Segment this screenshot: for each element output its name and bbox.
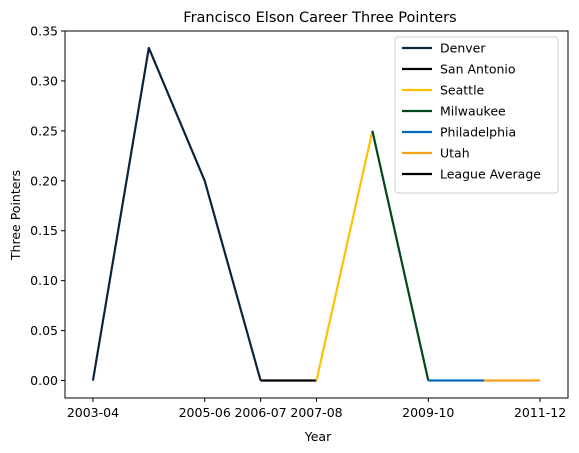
y-tick-label: 0.25	[30, 123, 58, 138]
y-tick-label: 0.15	[30, 223, 58, 238]
y-axis-label: Three Pointers	[8, 170, 23, 261]
x-tick-label: 2006-07	[234, 405, 286, 420]
x-axis-label: Year	[304, 429, 332, 444]
chart-title: Francisco Elson Career Three Pointers	[183, 10, 456, 26]
x-tick-label: 2005-06	[179, 405, 231, 420]
legend-box	[394, 36, 559, 194]
series-line-denver	[91, 46, 262, 381]
legend-label-philadelphia: Philadelphia	[440, 125, 516, 140]
legend-label-utah: Utah	[440, 146, 470, 161]
plot-area: 0.00 0.05 0.10 0.15 0.20 0.25 0.30 0.35 2003-04 2…	[30, 24, 569, 420]
series-line-milwaukee	[371, 130, 430, 381]
legend: Denver San Antonio Seattle Milwaukee Philade…	[394, 36, 559, 194]
x-tick-label: 2011-12	[514, 405, 566, 420]
legend-label-san-antonio: San Antonio	[440, 62, 516, 77]
series-line-seattle	[315, 130, 374, 381]
legend-label-denver: Denver	[440, 41, 486, 56]
y-tick-label: 0.30	[30, 73, 58, 88]
x-tick-label: 2009-10	[402, 405, 454, 420]
y-tick-label: 0.20	[30, 173, 58, 188]
y-tick-label: 0.05	[30, 323, 58, 338]
legend-label-league-average: League Average	[440, 167, 541, 182]
x-tick-label: 2003-04	[67, 405, 119, 420]
x-tick-label: 2007-08	[290, 405, 342, 420]
legend-label-seattle: Seattle	[440, 83, 485, 98]
y-tick-label: 0.35	[30, 24, 58, 39]
legend-label-milwaukee: Milwaukee	[440, 104, 506, 119]
y-tick-label: 0.00	[30, 373, 58, 388]
y-tick-label: 0.10	[30, 273, 58, 288]
